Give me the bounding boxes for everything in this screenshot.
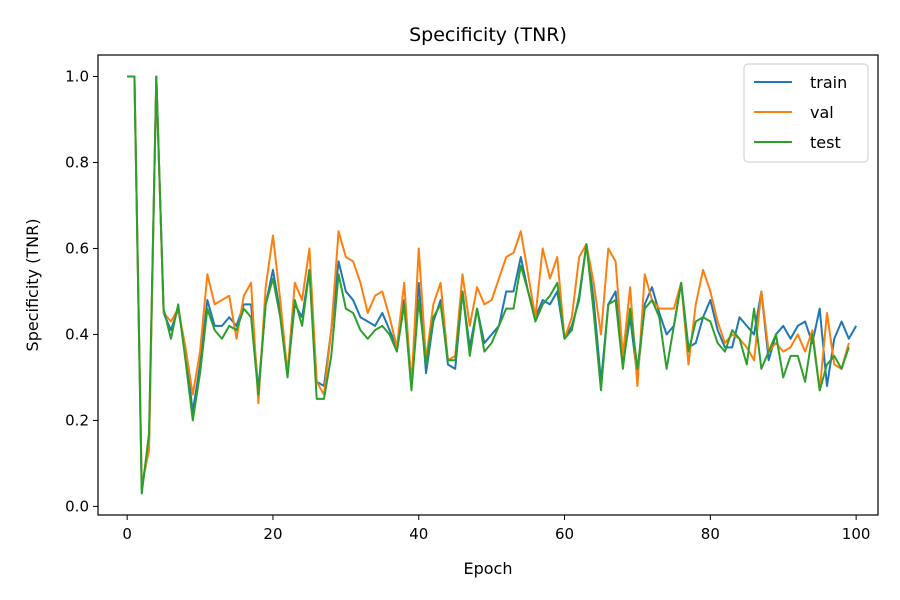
legend-label-val: val [810, 103, 834, 122]
x-tick-label: 40 [409, 525, 428, 543]
y-tick-label: 1.0 [65, 67, 89, 85]
y-tick-label: 0.0 [65, 497, 89, 515]
chart-title: Specificity (TNR) [409, 24, 567, 46]
x-tick-label: 0 [122, 525, 132, 543]
legend-label-test: test [810, 133, 841, 152]
y-tick-label: 0.4 [65, 325, 89, 343]
legend: train val test [743, 63, 869, 163]
x-axis-label: Epoch [464, 559, 513, 578]
series-line-train [127, 75, 858, 491]
y-axis: 0.0 0.2 0.4 0.6 0.8 1.0 [65, 67, 98, 515]
x-tick-label: 60 [555, 525, 574, 543]
y-axis-label: Specificity (TNR) [23, 219, 42, 352]
y-tick-label: 0.8 [65, 153, 89, 171]
series-line-test [127, 75, 850, 495]
y-tick-label: 0.2 [65, 411, 89, 429]
x-tick-label: 20 [263, 525, 282, 543]
x-tick-label: 80 [701, 525, 720, 543]
series-group [127, 75, 858, 495]
plot-frame [97, 54, 879, 516]
y-tick-label: 0.6 [65, 239, 89, 257]
legend-box [743, 63, 869, 163]
legend-label-train: train [810, 73, 847, 92]
x-tick-label: 100 [842, 525, 871, 543]
x-axis: 0 20 40 60 80 100 [122, 515, 870, 543]
